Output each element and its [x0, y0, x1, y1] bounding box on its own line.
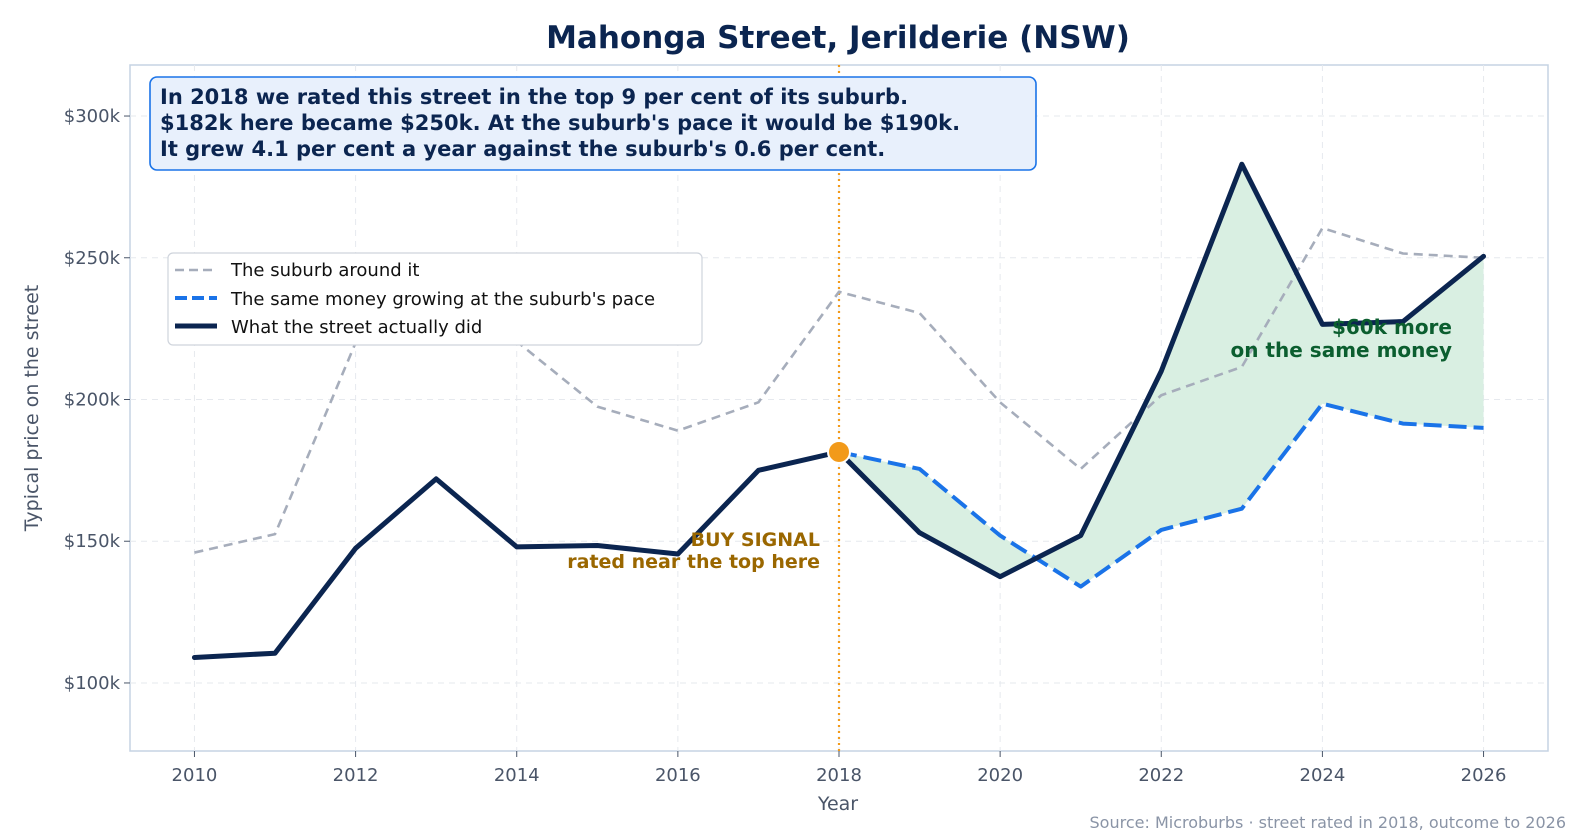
x-tick-label: 2012	[333, 765, 379, 786]
series-layer	[191, 161, 1487, 660]
y-axis-label: Typical price on the street	[21, 285, 43, 532]
x-tick-label: 2014	[494, 765, 540, 786]
suburb-line	[194, 226, 1484, 554]
x-tick-label: 2016	[655, 765, 701, 786]
buy-signal-sublabel: rated near the top here	[567, 551, 820, 573]
info-box-line-1: In 2018 we rated this street in the top …	[160, 85, 908, 109]
legend-label-suburb-pace: The same money growing at the suburb's p…	[230, 289, 655, 310]
chart-title: Mahonga Street, Jerilderie (NSW)	[546, 20, 1130, 56]
gain-label: $60k more	[1332, 315, 1452, 339]
x-axis-label: Year	[817, 793, 858, 815]
suburb-pace-line	[838, 401, 1484, 589]
legend-box	[167, 252, 703, 346]
x-tick-label: 2024	[1300, 765, 1346, 786]
info-box: In 2018 we rated this street in the top …	[149, 76, 1037, 171]
legend: The suburb around it The same money grow…	[167, 252, 703, 346]
info-box-line-2: $182k here became $250k. At the suburb's…	[160, 111, 960, 135]
info-box-background	[149, 76, 1037, 171]
x-tick-label: 2022	[1138, 765, 1184, 786]
x-tick-label: 2020	[977, 765, 1023, 786]
y-axis-ticks: $100k $150k $200k $250k $300k	[64, 106, 130, 694]
gain-sublabel: on the same money	[1231, 338, 1452, 362]
y-tick-label: $250k	[64, 248, 121, 269]
x-tick-label: 2018	[816, 765, 862, 786]
y-tick-label: $100k	[64, 673, 121, 694]
x-tick-label: 2010	[172, 765, 218, 786]
x-axis-ticks: 2010 2012 2014 2016 2018 2020 2022 2024 2026	[172, 751, 1507, 786]
legend-label-street: What the street actually did	[231, 317, 482, 338]
buy-signal-marker	[827, 439, 851, 464]
y-tick-label: $150k	[64, 531, 121, 552]
source-note: Source: Microburbs · street rated in 201…	[1090, 813, 1566, 832]
x-tick-label: 2026	[1461, 765, 1507, 786]
buy-signal-label: BUY SIGNAL	[691, 529, 820, 551]
y-tick-label: $300k	[64, 106, 121, 127]
y-tick-label: $200k	[64, 389, 121, 410]
info-box-line-3: It grew 4.1 per cent a year against the …	[160, 137, 885, 161]
legend-label-suburb: The suburb around it	[230, 260, 419, 281]
